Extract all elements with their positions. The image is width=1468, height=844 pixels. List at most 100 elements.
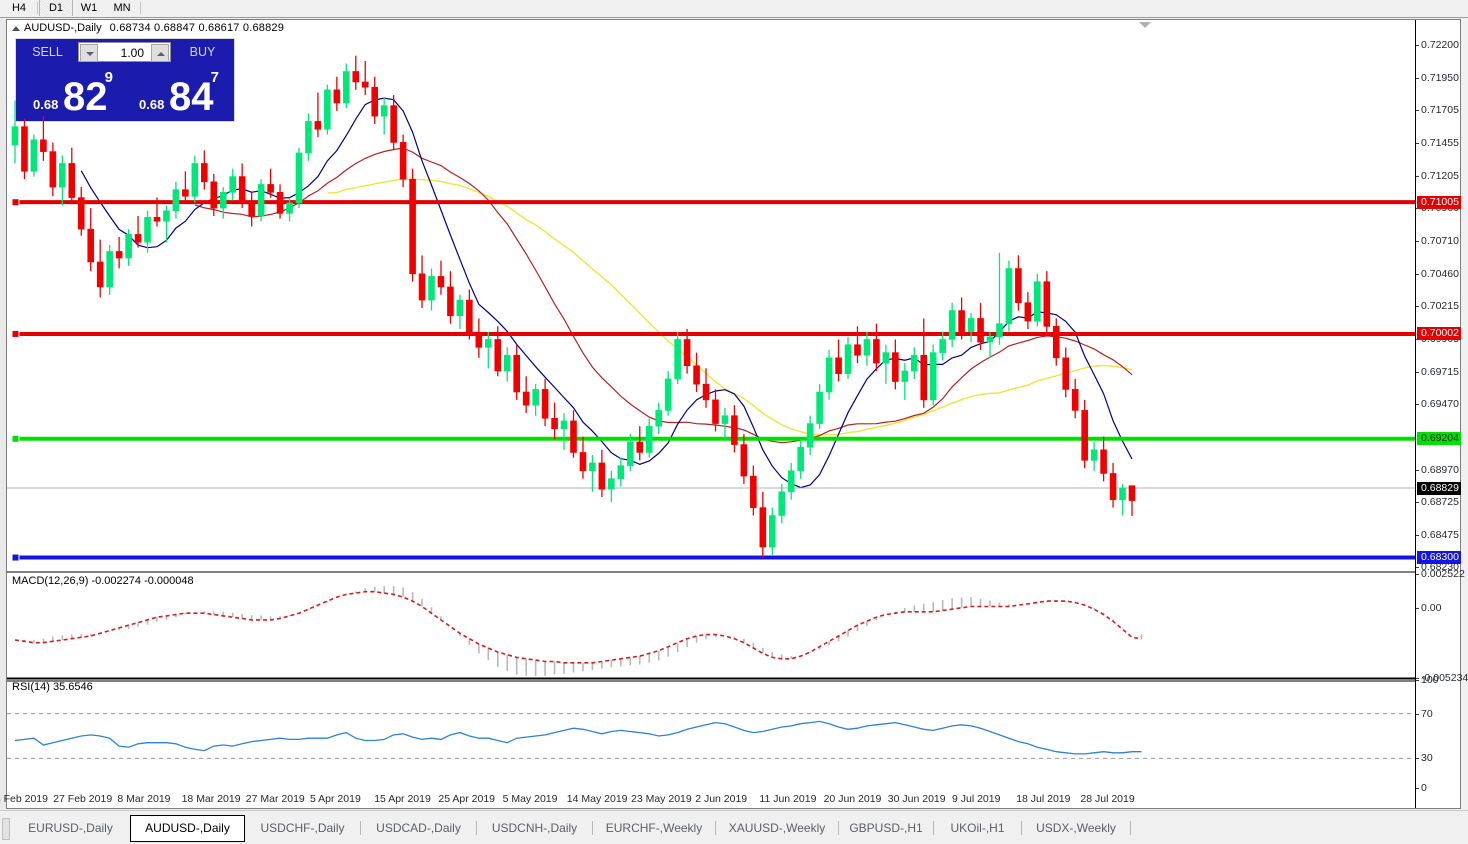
buy-price-button[interactable]: 0.68 84 7 — [125, 67, 231, 119]
sell-price-prefix: 0.68 — [33, 97, 59, 112]
sell-button-label[interactable]: SELL — [32, 45, 63, 59]
tab-divider — [37, 2, 38, 14]
price-tick-label: 0.70710 — [1421, 234, 1459, 247]
price-tick-label: 0.71455 — [1421, 137, 1459, 150]
chart-tab-eurusd-daily[interactable]: EURUSD-,Daily — [14, 817, 127, 839]
tab-divider — [476, 821, 477, 835]
price-tick-label: 0.68970 — [1421, 463, 1459, 476]
chart-shift-marker-icon[interactable] — [1139, 22, 1151, 28]
date-tick-label: 30 Jun 2019 — [887, 793, 946, 805]
price-tick-label: 0.71205 — [1421, 169, 1459, 182]
chart-tab-usdcnh-daily[interactable]: USDCNH-,Daily — [478, 817, 591, 839]
rsi-caption: RSI(14) 35.6546 — [12, 681, 93, 693]
timeframe-tab-mn-label: MN — [113, 2, 131, 14]
timeframe-tab-h4[interactable]: H4 — [2, 0, 36, 16]
chart-tab-gbpusd-h1[interactable]: GBPUSD-,H1 — [840, 817, 932, 839]
timeframe-tab-w1-label: W1 — [80, 2, 98, 14]
price-scale[interactable]: 0.722000.719500.717050.714550.712050.709… — [1415, 20, 1468, 808]
chart-symbol-label: AUDUSD-,Daily — [24, 22, 102, 34]
tab-divider — [838, 821, 839, 835]
date-tick-label: 5 Apr 2019 — [310, 793, 361, 805]
collapse-triangle-icon[interactable] — [12, 25, 20, 31]
sell-price-button[interactable]: 0.68 82 9 — [19, 67, 125, 119]
chart-tab-label: UKOil-,H1 — [950, 821, 1005, 835]
chart-canvas-window[interactable]: AUDUSD-,Daily 0.68734 0.68847 0.68617 0.6… — [0, 19, 1468, 809]
macd-scale-label: -0.005234 — [1421, 672, 1468, 684]
buy-button-label[interactable]: BUY — [189, 45, 216, 59]
one-click-trading-panel[interactable]: SELL 1.00 BUY 0.68 82 9 0.68 84 7 — [15, 38, 235, 122]
support-line-label: 0.69204 — [1417, 432, 1461, 446]
chart-tab-ukoil-h1[interactable]: UKOil-,H1 — [935, 817, 1020, 839]
chart-tab-label: GBPUSD-,H1 — [849, 821, 923, 835]
price-tick-label: 0.69715 — [1421, 365, 1459, 378]
timeframe-tab-h4-label: H4 — [11, 2, 27, 14]
chart-tab-label: AUDUSD-,Daily — [145, 821, 230, 835]
date-tick-label: 25 Apr 2019 — [438, 793, 496, 805]
sell-price-main: 82 — [63, 75, 108, 119]
chart-tab-audusd-daily[interactable]: AUDUSD-,Daily — [130, 815, 245, 842]
price-tick-label: 0.68725 — [1421, 495, 1459, 508]
timeframe-tab-d1[interactable]: D1 — [39, 0, 73, 16]
target-line-label: 0.68300 — [1417, 551, 1461, 565]
date-tick-label: 18 Feb 2019 — [0, 793, 48, 805]
date-tick-label: 5 May 2019 — [502, 793, 558, 805]
volume-stepper[interactable]: 1.00 — [78, 42, 171, 62]
tab-divider — [933, 821, 934, 835]
timeframe-tab-mn[interactable]: MN — [106, 0, 138, 16]
date-tick-label: 15 Apr 2019 — [374, 793, 431, 805]
tab-divider — [1021, 821, 1022, 835]
tab-divider — [140, 2, 141, 14]
macd-caption: MACD(12,26,9) -0.002274 -0.000048 — [12, 575, 194, 587]
buy-price-prefix: 0.68 — [139, 97, 165, 112]
chart-symbol-header: AUDUSD-,Daily 0.68734 0.68847 0.68617 0.6… — [8, 21, 284, 36]
volume-increment-button[interactable] — [151, 44, 169, 62]
date-tick-label: 2 Jun 2019 — [695, 793, 748, 805]
macd-scale-label: 0.00 — [1421, 601, 1442, 614]
chart-tab-xauusd-weekly[interactable]: XAUUSD-,Weekly — [717, 817, 837, 839]
buy-price-main: 84 — [169, 75, 214, 119]
price-tick-label: 0.69470 — [1421, 397, 1459, 410]
one-click-trading-toolbar: SELL 1.00 BUY — [16, 39, 234, 65]
macd-scale-label: 0.002522 — [1421, 568, 1465, 580]
chevron-up-icon — [157, 52, 165, 56]
tab-divider — [592, 821, 593, 835]
date-tick-label: 28 Jul 2019 — [1080, 793, 1135, 805]
buy-price-fraction: 7 — [210, 69, 219, 86]
date-tick-label: 20 Jun 2019 — [823, 793, 882, 805]
timeframe-tab-d1-label: D1 — [48, 2, 64, 14]
chart-tab-usdx-weekly[interactable]: USDX-,Weekly — [1023, 817, 1129, 839]
price-tick-label: 0.70215 — [1421, 299, 1459, 312]
chart-tab-label: XAUUSD-,Weekly — [728, 821, 826, 835]
resistance-line-label: 0.70002 — [1417, 327, 1461, 341]
chart-tab-usdchf-daily[interactable]: USDCHF-,Daily — [246, 817, 359, 839]
chart-ohlc-values: 0.68734 0.68847 0.68617 0.68829 — [109, 22, 285, 34]
timeframe-tab-w1[interactable]: W1 — [73, 0, 105, 16]
chart-tab-usdcad-daily[interactable]: USDCAD-,Daily — [362, 817, 475, 839]
volume-decrement-button[interactable] — [80, 44, 98, 62]
volume-value: 1.00 — [120, 46, 144, 60]
date-scale[interactable]: 18 Feb 2019 27 Feb 2019 8 Mar 2019 18 Mar 2… — [0, 792, 1415, 808]
tab-divider — [715, 821, 716, 835]
last-price-label: 0.68829 — [1417, 481, 1461, 495]
tab-bar-handle[interactable] — [2, 818, 10, 840]
chart-tab-label: USDCNH-,Daily — [491, 821, 578, 835]
date-tick-label: 27 Mar 2019 — [245, 793, 305, 805]
chart-tab-label: EURUSD-,Daily — [28, 821, 113, 835]
chart-tab-eurchf-weekly[interactable]: EURCHF-,Weekly — [594, 817, 714, 839]
chart-tab-label: EURCHF-,Weekly — [605, 821, 703, 835]
chart-tab-bar: EURUSD-,Daily AUDUSD-,Daily USDCHF-,Daily U… — [0, 810, 1468, 844]
rsi-scale-label: 0 — [1421, 782, 1427, 794]
price-plot-area[interactable] — [7, 20, 1415, 792]
price-tick-label: 0.70460 — [1421, 267, 1459, 280]
price-tick-label: 0.71950 — [1421, 72, 1459, 85]
date-tick-label: 27 Feb 2019 — [53, 793, 113, 805]
chevron-down-icon — [86, 52, 94, 56]
date-tick-label: 11 Jun 2019 — [759, 793, 817, 805]
price-tick-label: 0.68475 — [1421, 528, 1459, 541]
resistance-line-label: 0.71005 — [1417, 195, 1461, 209]
date-tick-label: 23 May 2019 — [631, 793, 692, 805]
tab-divider — [1130, 821, 1131, 835]
rsi-scale-label: 100 — [1421, 674, 1439, 686]
date-tick-label: 8 Mar 2019 — [117, 793, 171, 805]
